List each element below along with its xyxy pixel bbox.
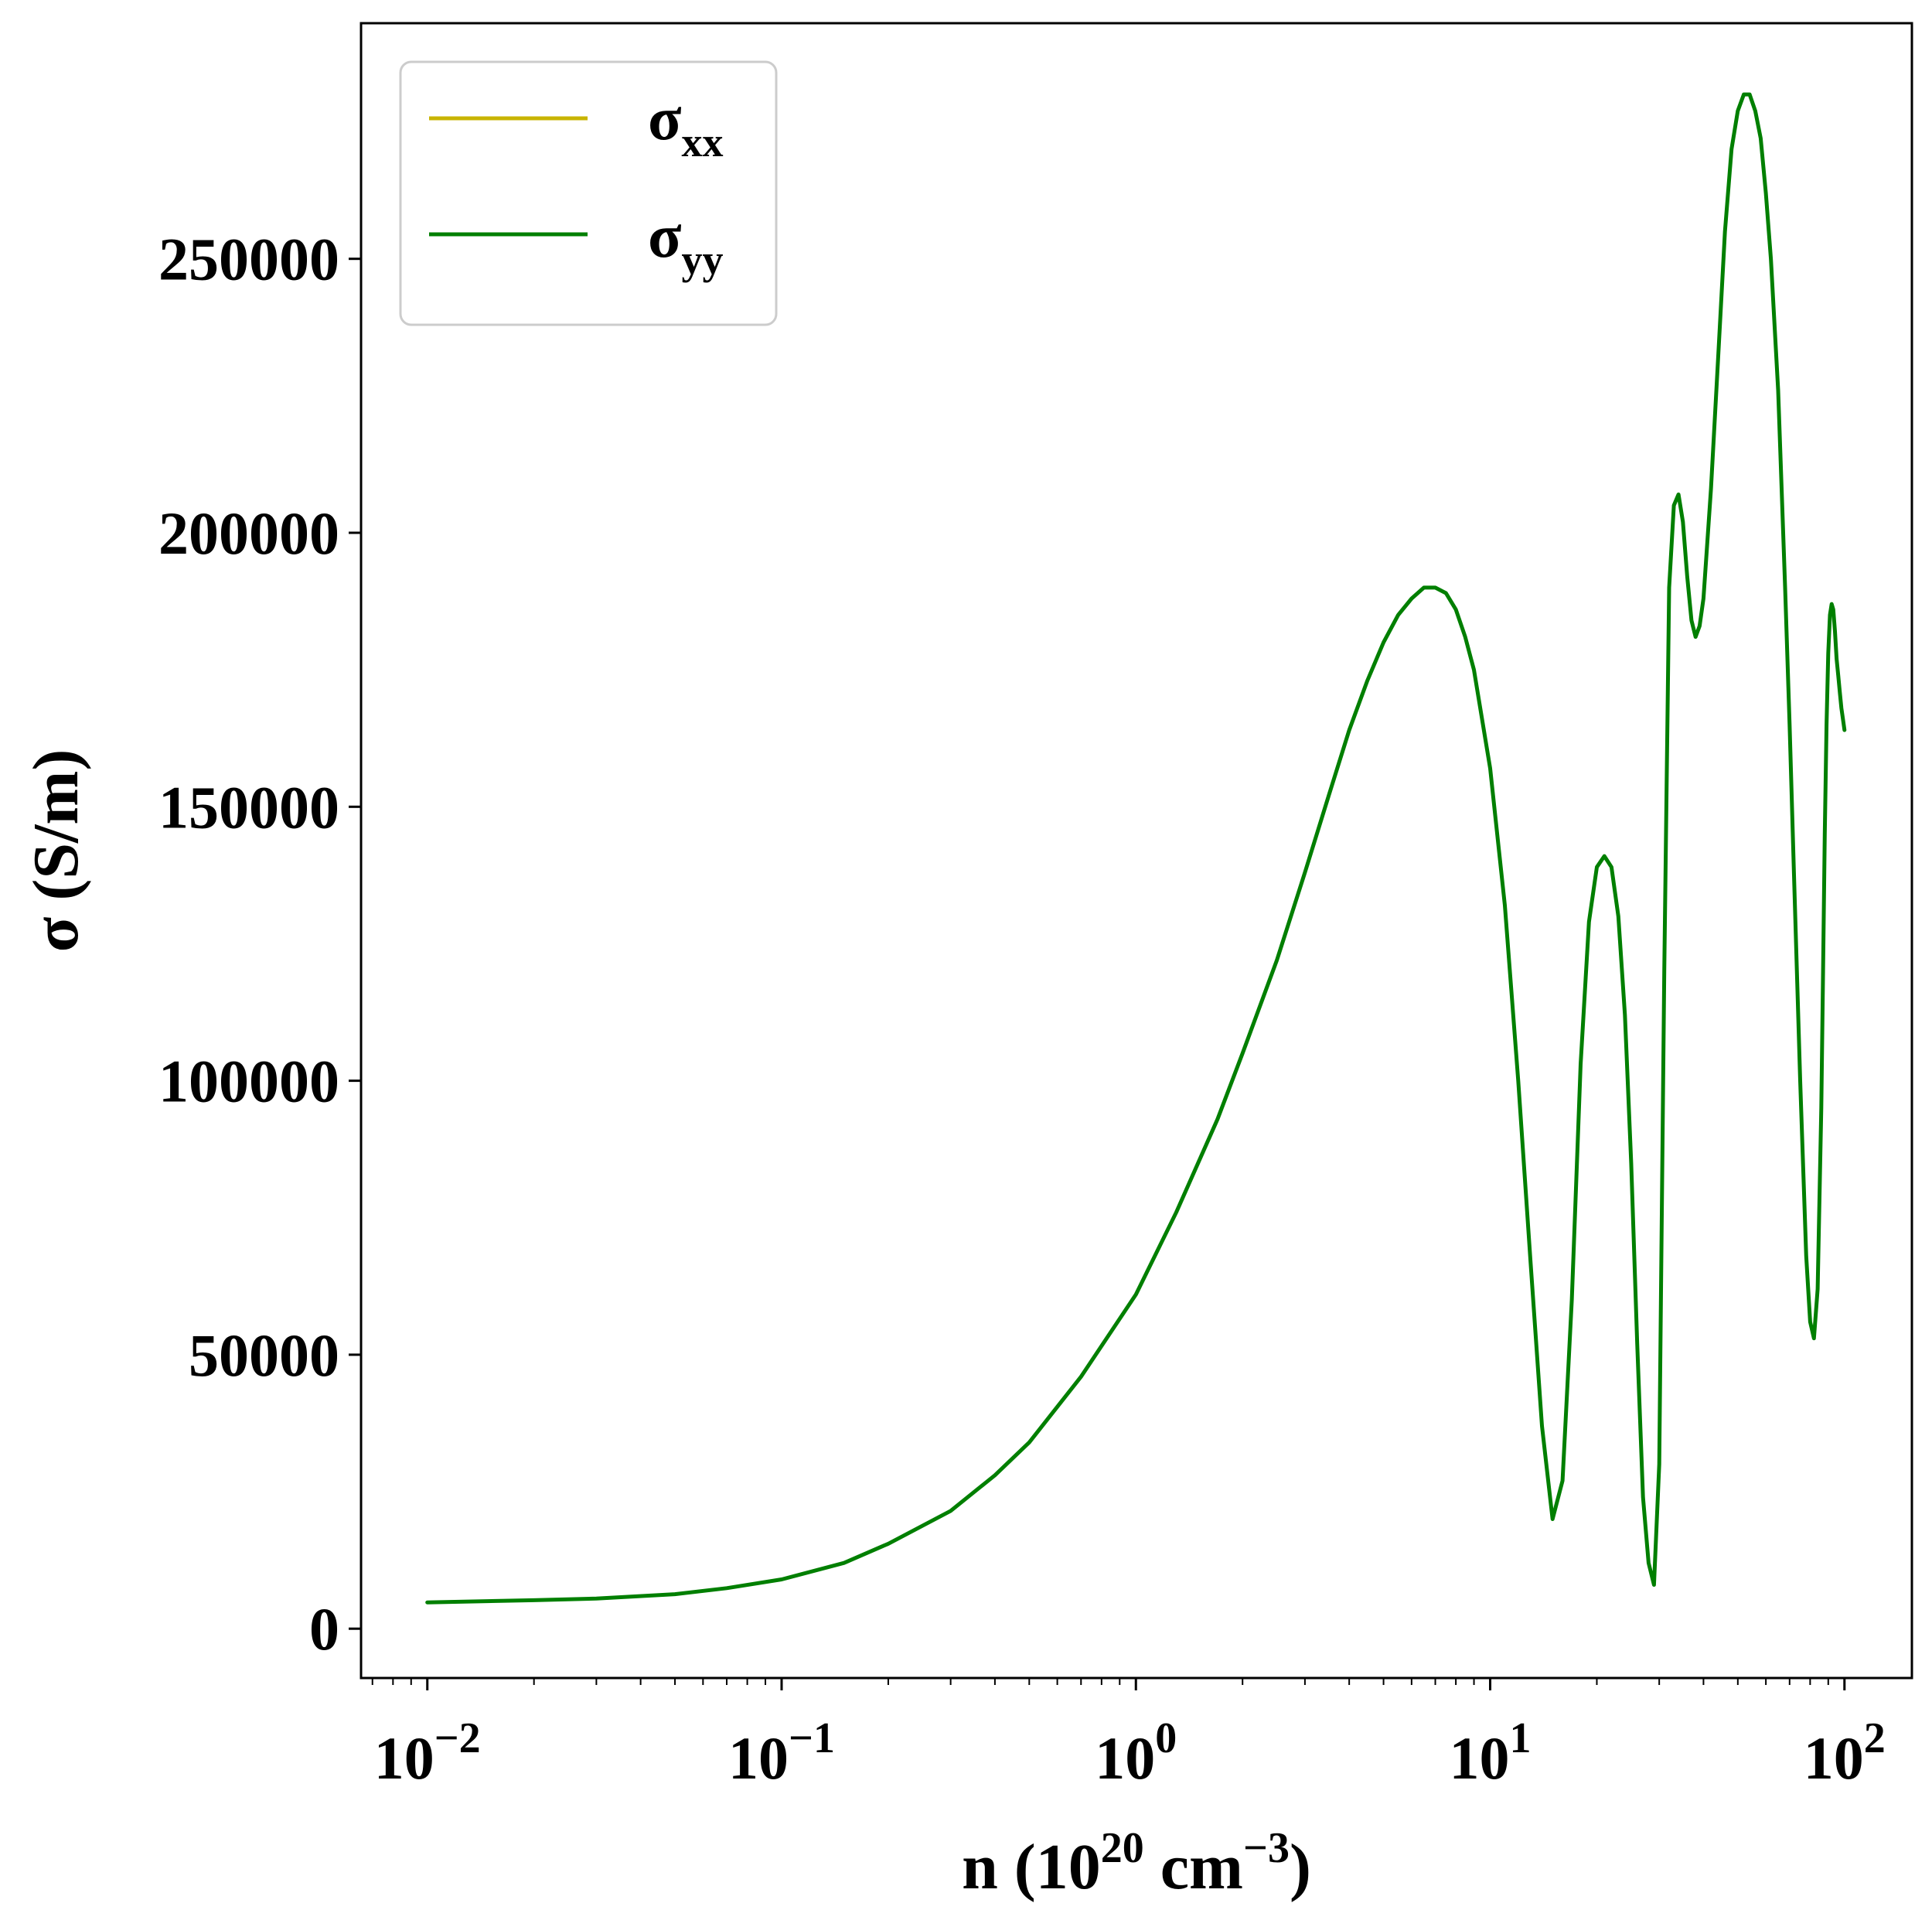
- y-tick-label: 250000: [158, 226, 339, 293]
- y-axis: 0 50000 100000 150000 200000 250000: [158, 226, 361, 1663]
- x-tick-label: 10−2: [374, 1714, 481, 1792]
- y-tick-label: 150000: [158, 773, 339, 841]
- x-axis-title: n (1020 cm−3): [962, 1824, 1311, 1903]
- y-tick-label: 50000: [189, 1322, 339, 1389]
- y-tick-label: 0: [309, 1595, 339, 1663]
- x-tick-label: 100: [1095, 1714, 1177, 1792]
- legend-box: [399, 60, 778, 326]
- y-tick-label: 100000: [158, 1048, 339, 1115]
- series-layer: [425, 92, 1847, 1605]
- x-tick-label: 101: [1450, 1714, 1532, 1792]
- y-tick-label: 200000: [158, 500, 339, 567]
- x-axis: 10−2 10−1 100 101 102: [371, 1678, 1886, 1792]
- legend: σxx σyy: [399, 60, 778, 326]
- x-tick-label: 10−1: [728, 1714, 835, 1792]
- legend-label-sigma-xx: σxx: [648, 85, 724, 165]
- series-line-yy: [425, 92, 1847, 1605]
- x-tick-label: 102: [1804, 1714, 1886, 1792]
- y-axis-title: σ (S/m): [20, 749, 92, 953]
- legend-label-sigma-yy: σyy: [648, 203, 724, 283]
